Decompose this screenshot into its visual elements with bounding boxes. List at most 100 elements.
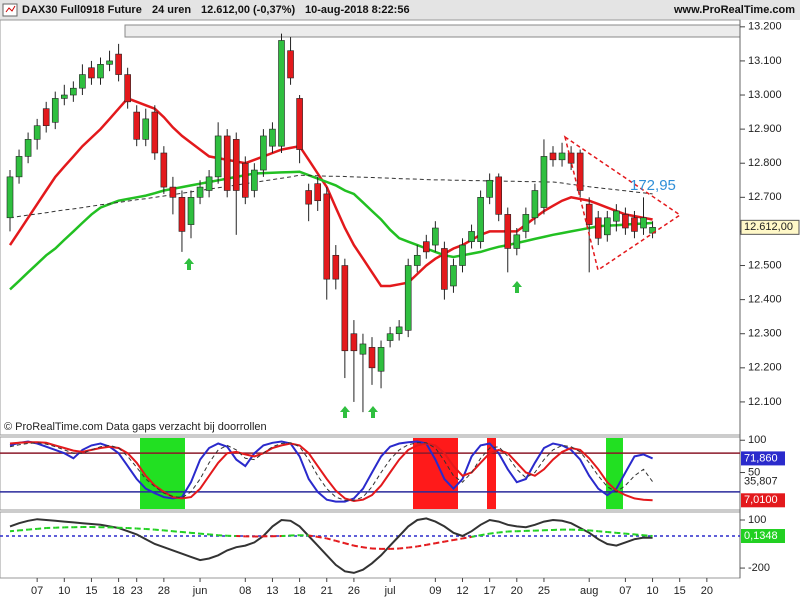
candle-body xyxy=(513,234,521,249)
last-value-box xyxy=(741,493,785,508)
candle-body xyxy=(477,197,484,242)
candle-body xyxy=(323,193,331,280)
indicator-segment xyxy=(643,534,653,538)
x-tick-label: 17 xyxy=(484,585,496,597)
x-tick-label: jun xyxy=(192,585,208,597)
indicator-segment xyxy=(589,529,599,533)
menu-icon-glyph xyxy=(5,5,16,13)
signal-arrows xyxy=(184,258,522,418)
x-tick-label: 20 xyxy=(511,585,523,597)
x-tick-label: 28 xyxy=(158,585,170,597)
candle-body xyxy=(214,135,222,178)
up-arrow xyxy=(184,258,194,270)
candle-body xyxy=(151,111,159,154)
instrument: DAX30 Full0918 Future xyxy=(22,4,142,16)
candle-body xyxy=(332,254,340,280)
indicator-segment xyxy=(462,535,472,540)
candle-body xyxy=(60,94,68,99)
indicator-segment xyxy=(326,537,337,542)
candle-body xyxy=(567,152,575,164)
osc-panel xyxy=(0,511,741,579)
candle-body xyxy=(450,265,457,287)
candle-body xyxy=(42,108,50,127)
indicator-segment xyxy=(616,531,626,535)
candle-body xyxy=(251,169,258,191)
candle-body xyxy=(359,343,367,355)
indicator-line xyxy=(9,170,653,291)
candle-body xyxy=(232,139,240,191)
y-tick-label: 12.500 xyxy=(748,259,782,271)
candle-body xyxy=(486,179,493,198)
last-value-box xyxy=(741,529,785,544)
x-tick-label: 10 xyxy=(646,585,658,597)
signal-zones xyxy=(140,438,623,509)
candle-body xyxy=(51,98,59,123)
y-tick-label: 100 xyxy=(748,514,766,526)
indicator-segment xyxy=(163,529,173,533)
indicator-segment xyxy=(426,542,436,546)
candle-body xyxy=(622,214,629,229)
candle-body xyxy=(576,152,584,191)
candle-body xyxy=(160,152,168,188)
indicator-segment xyxy=(634,533,644,537)
last-price-label: 12.612,00 xyxy=(744,221,793,233)
indicator-segment xyxy=(37,527,47,530)
candle-body xyxy=(432,227,439,246)
candle-body xyxy=(142,118,150,140)
indicator-segment xyxy=(308,534,318,538)
candle-body xyxy=(115,53,122,75)
candle-body xyxy=(594,217,602,239)
last-value-label: 71,860 xyxy=(744,452,778,464)
indicator-segment xyxy=(317,535,327,540)
candle-body xyxy=(178,197,186,232)
y-tick-label: 12.200 xyxy=(748,362,782,374)
candle-body xyxy=(395,326,403,335)
indicator-segment xyxy=(353,544,364,549)
last-value-box xyxy=(741,451,785,466)
y-tick-label: 100 xyxy=(748,434,766,446)
indicator-segment xyxy=(453,537,463,542)
last-value-label: 7,0100 xyxy=(744,494,778,506)
candle-body xyxy=(79,74,86,89)
indicator-segment xyxy=(408,545,418,549)
candle-body xyxy=(242,162,249,198)
indicator-segment xyxy=(9,529,20,533)
candle-body xyxy=(459,244,466,266)
indicator-line xyxy=(9,440,654,503)
indicator-line xyxy=(9,517,653,574)
candle-body xyxy=(187,197,195,225)
candle-body xyxy=(495,176,503,215)
candle-body xyxy=(296,98,303,150)
y-tick-label: -200 xyxy=(748,562,770,574)
candle-body xyxy=(531,190,539,219)
y-tick-label: 50 xyxy=(748,466,760,478)
indicator-segment xyxy=(625,532,635,536)
last-value-label: 35,807 xyxy=(744,476,778,488)
indicator-segment xyxy=(172,530,183,534)
indicator-segment xyxy=(489,531,499,535)
indicator-segment xyxy=(181,531,192,534)
x-tick-label: 20 xyxy=(701,585,713,597)
candle-body xyxy=(196,186,204,198)
menu-icon[interactable] xyxy=(2,3,18,17)
indicator-segment xyxy=(417,543,427,548)
candle-body xyxy=(603,217,611,236)
candle-body xyxy=(124,74,131,103)
indicator-segment xyxy=(399,546,409,550)
indicator-segment xyxy=(362,546,373,550)
indicator-segment xyxy=(190,531,201,535)
up-arrow xyxy=(340,406,350,418)
candle-body xyxy=(404,265,412,331)
x-tick-label: aug xyxy=(580,585,598,597)
site: www.ProRealTime.com xyxy=(673,4,795,16)
y-tick-label: 12.100 xyxy=(748,396,782,408)
candle-body xyxy=(377,347,385,372)
candle-body xyxy=(97,64,104,79)
candle-body xyxy=(223,135,231,191)
indicator-segment xyxy=(154,528,164,532)
candle-body xyxy=(269,128,276,147)
last-value-label: 0,1348 xyxy=(744,530,778,542)
x-tick-label: 18 xyxy=(112,585,124,597)
candle-body xyxy=(386,333,394,341)
